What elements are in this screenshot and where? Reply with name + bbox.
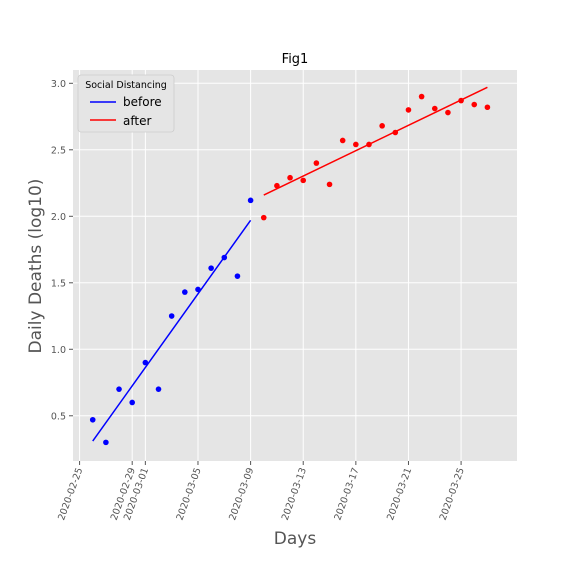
data-point-before xyxy=(182,289,188,295)
data-point-after xyxy=(314,160,320,166)
data-point-after xyxy=(393,130,399,136)
x-tick-label: 2020-03-09 xyxy=(227,466,256,522)
chart-title: Fig1 xyxy=(282,52,309,67)
data-point-after xyxy=(471,102,477,108)
data-point-before xyxy=(116,386,122,392)
data-point-after xyxy=(379,123,385,129)
data-point-after xyxy=(274,183,280,189)
data-point-before xyxy=(90,417,96,423)
x-tick-label: 2020-03-21 xyxy=(385,466,414,522)
data-point-before xyxy=(156,386,162,392)
data-point-after xyxy=(458,98,464,104)
x-tick-label: 2020-02-25 xyxy=(56,466,85,522)
legend-title: Social Distancing xyxy=(85,80,167,91)
y-tick-label: 1.0 xyxy=(51,345,66,356)
x-axis-label: Days xyxy=(274,529,317,549)
y-tick-label: 0.5 xyxy=(51,411,66,422)
data-point-after xyxy=(485,104,491,110)
x-tick-label: 2020-03-17 xyxy=(332,466,361,522)
legend-label-before: before xyxy=(123,95,162,109)
data-point-after xyxy=(261,215,267,221)
y-tick-label: 2.5 xyxy=(51,145,66,156)
data-point-before xyxy=(248,198,254,204)
data-point-before xyxy=(221,255,227,261)
x-tick-label: 2020-03-13 xyxy=(280,466,309,522)
data-point-before xyxy=(129,400,135,406)
data-point-after xyxy=(353,142,359,148)
data-point-after xyxy=(406,107,412,113)
data-point-after xyxy=(432,106,438,112)
data-point-before xyxy=(103,440,109,446)
data-point-after xyxy=(366,142,372,148)
data-point-before xyxy=(143,360,149,366)
legend-label-after: after xyxy=(123,114,151,128)
data-point-after xyxy=(287,175,293,181)
legend: Social Distancing before after xyxy=(78,75,174,132)
data-point-before xyxy=(195,287,201,293)
data-point-before xyxy=(169,313,175,319)
y-tick-label: 2.0 xyxy=(51,212,66,223)
data-point-after xyxy=(300,178,306,184)
x-tick-label: 2020-03-05 xyxy=(175,466,204,522)
x-tick-label: 2020-03-25 xyxy=(438,466,467,522)
data-point-after xyxy=(340,138,346,144)
y-tick-label: 3.0 xyxy=(51,79,66,90)
data-point-before xyxy=(208,265,214,271)
y-tick-label: 1.5 xyxy=(51,278,66,289)
y-axis-label: Daily Deaths (log10) xyxy=(26,179,46,354)
data-point-before xyxy=(235,273,241,279)
data-point-after xyxy=(327,182,333,188)
data-point-after xyxy=(419,94,425,100)
data-point-after xyxy=(445,110,451,116)
